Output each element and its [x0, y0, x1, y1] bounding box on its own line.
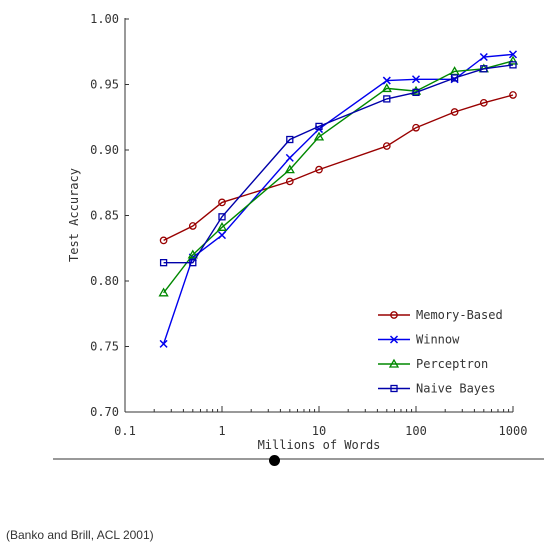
legend-marker: [390, 311, 398, 319]
series-line-memory-based: [163, 94, 514, 242]
legend-label: Winnow: [416, 333, 460, 347]
x-tick-label: 1000: [499, 424, 528, 438]
series-winnow: [159, 50, 518, 348]
y-tick-label: 0.80: [90, 274, 119, 288]
legend-label: Perceptron: [416, 357, 488, 371]
series-perceptron: [158, 55, 519, 297]
data-point-memory-based: [479, 98, 488, 107]
data-point-perceptron: [410, 85, 422, 95]
slide-marker-dot: [269, 455, 280, 466]
data-point-naive-bayes: [315, 122, 323, 131]
data-point-winnow: [479, 52, 488, 62]
data-point-naive-bayes: [383, 95, 391, 103]
data-point-memory-based: [509, 91, 517, 99]
legend-label: Naive Bayes: [416, 382, 495, 396]
data-point-perceptron: [158, 287, 169, 297]
axes: 0.70 0.75 0.80 0.85 0.90 0.95 1.00 0.1 1 10 100 100…: [53, 12, 544, 460]
legend: Memory-Based Winnow Perceptron Naive Bayes: [378, 308, 503, 396]
data-point-memory-based: [188, 222, 197, 230]
legend-item-winnow: Winnow: [378, 333, 460, 347]
series-memory-based: [159, 91, 517, 245]
data-point-winnow: [217, 231, 227, 240]
series-line-perceptron: [163, 60, 514, 294]
data-point-memory-based: [159, 236, 168, 245]
x-tick-label: 1: [218, 424, 225, 438]
data-point-naive-bayes: [189, 259, 197, 267]
legend-item-memory-based: Memory-Based: [378, 308, 503, 322]
data-point-perceptron: [187, 249, 198, 259]
legend-label: Memory-Based: [416, 308, 503, 322]
y-tick-label: 1.00: [90, 12, 119, 26]
x-tick-label: 10: [312, 424, 326, 438]
data-point-memory-based: [285, 177, 294, 186]
legend-marker: [390, 384, 398, 393]
legend-item-perceptron: Perceptron: [378, 357, 488, 371]
data-point-naive-bayes: [480, 65, 488, 73]
legend-marker: [388, 358, 400, 368]
data-point-naive-bayes: [450, 74, 459, 82]
citation-caption: (Banko and Brill, ACL 2001): [6, 528, 154, 542]
data-point-winnow: [411, 75, 421, 84]
data-point-winnow: [382, 76, 391, 85]
data-point-memory-based: [450, 108, 459, 116]
x-tick-label: 100: [405, 424, 427, 438]
data-point-naive-bayes: [286, 135, 294, 144]
data-point-perceptron: [216, 221, 228, 231]
y-axis-title: Test Accuracy: [67, 168, 81, 262]
y-tick-label: 0.90: [90, 143, 119, 157]
series-line-winnow: [162, 53, 514, 345]
data-point-perceptron: [313, 131, 325, 141]
data-point-winnow: [285, 153, 294, 162]
series-naive-bayes: [159, 61, 517, 267]
x-axis-title: Millions of Words: [258, 438, 381, 452]
data-point-naive-bayes: [159, 259, 168, 267]
data-point-perceptron: [507, 55, 519, 65]
data-point-naive-bayes: [509, 61, 517, 69]
chart: 0.70 0.75 0.80 0.85 0.90 0.95 1.00 0.1 1 10 100 100…: [53, 12, 544, 460]
series-line-naive-bayes: [163, 64, 514, 264]
data-point-winnow: [159, 339, 168, 348]
data-point-memory-based: [315, 165, 323, 174]
x-tick-label: 0.1: [114, 424, 136, 438]
data-point-memory-based: [412, 123, 420, 132]
series-layer: [158, 50, 519, 348]
y-tick-label: 0.75: [90, 340, 119, 354]
y-tick-label: 0.95: [90, 78, 119, 92]
legend-marker: [389, 335, 399, 344]
data-point-perceptron: [381, 83, 392, 93]
data-point-perceptron: [284, 164, 295, 174]
legend-item-naive-bayes: Naive Bayes: [378, 382, 495, 396]
data-point-naive-bayes: [218, 213, 226, 221]
data-point-naive-bayes: [412, 88, 420, 97]
y-tick-label: 0.70: [90, 405, 119, 419]
data-point-memory-based: [382, 142, 391, 150]
data-point-memory-based: [218, 198, 226, 207]
data-point-winnow: [508, 50, 518, 59]
y-tick-label: 0.85: [90, 209, 119, 223]
